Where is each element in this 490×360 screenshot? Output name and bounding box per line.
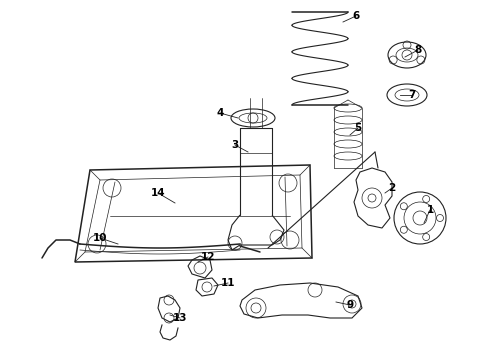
Text: 5: 5 [354, 123, 362, 133]
Text: 14: 14 [151, 188, 165, 198]
Text: 1: 1 [426, 205, 434, 215]
Text: 11: 11 [221, 278, 235, 288]
Text: 13: 13 [173, 313, 187, 323]
Text: 6: 6 [352, 11, 360, 21]
Text: 4: 4 [216, 108, 224, 118]
Text: 12: 12 [201, 252, 215, 262]
Text: 10: 10 [93, 233, 107, 243]
Text: 8: 8 [415, 45, 421, 55]
Text: 7: 7 [408, 90, 416, 100]
Text: 3: 3 [231, 140, 239, 150]
Text: 9: 9 [346, 300, 354, 310]
Text: 2: 2 [389, 183, 395, 193]
